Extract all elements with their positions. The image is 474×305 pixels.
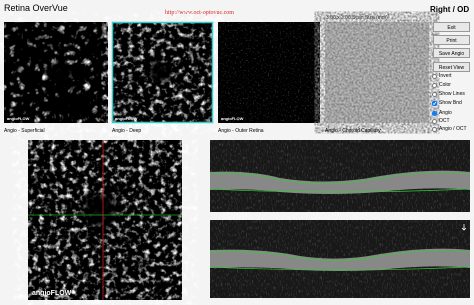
- radio[interactable]: [432, 118, 437, 124]
- checkbox[interactable]: [432, 82, 437, 88]
- radio-label: OCT: [439, 118, 450, 124]
- thumbnail-label: Angio - Superficial: [4, 128, 45, 134]
- button[interactable]: Save Angio: [433, 48, 470, 58]
- radio-label: Angio: [439, 110, 452, 116]
- checkbox-label: Invert: [439, 73, 452, 79]
- main-angio: [28, 140, 182, 300]
- scan-size: 3.00 x 3.00 Scan Size (mm): [326, 15, 388, 21]
- radio[interactable]: [432, 110, 437, 116]
- watermark: angioFLOW: [221, 116, 244, 121]
- checkbox[interactable]: [432, 100, 437, 106]
- oct-panel-2: [209, 220, 471, 298]
- button[interactable]: Reset View: [433, 62, 470, 72]
- url: http://www.oct-optovue.com: [165, 10, 234, 16]
- oct-panel-1: [209, 140, 471, 212]
- checkbox-row[interactable]: Show Bnd: [432, 100, 462, 106]
- checkbox-label: Show Lines: [439, 91, 465, 97]
- checkbox-row[interactable]: Color: [432, 82, 451, 88]
- eye-label: Right / OD: [430, 5, 470, 14]
- button[interactable]: Exit: [433, 22, 470, 32]
- thumb-superficial[interactable]: [4, 22, 108, 123]
- app-title: Retina OverVue: [4, 3, 68, 13]
- radio-row[interactable]: Angio / OCT: [432, 126, 467, 132]
- radio-row[interactable]: OCT: [432, 118, 450, 124]
- button[interactable]: Print: [433, 35, 470, 45]
- thumbnail-label: Angio - Deep: [112, 128, 142, 134]
- thumb-outer-retina[interactable]: [218, 22, 320, 123]
- thumb-choroid[interactable]: [325, 22, 429, 123]
- watermark: angioFLOW: [115, 116, 138, 121]
- checkbox[interactable]: [432, 73, 437, 79]
- checkbox-row[interactable]: Show Lines: [432, 91, 465, 97]
- thumbnail-label: Angio - Outer Retina: [218, 128, 264, 134]
- checkbox[interactable]: [432, 91, 437, 97]
- checkbox-label: Show Bnd: [439, 100, 462, 106]
- watermark: angioFLOW: [7, 116, 30, 121]
- checkbox-label: Color: [439, 82, 451, 88]
- radio-label: Angio / OCT: [439, 126, 467, 132]
- thumbnail-label: Angio - Choroid Capillary: [325, 128, 381, 134]
- thumb-deep[interactable]: [111, 21, 214, 124]
- watermark: angioFLOW: [32, 290, 72, 297]
- checkbox-row[interactable]: Invert: [432, 73, 452, 79]
- radio[interactable]: [432, 126, 437, 132]
- radio-row[interactable]: Angio: [432, 110, 452, 116]
